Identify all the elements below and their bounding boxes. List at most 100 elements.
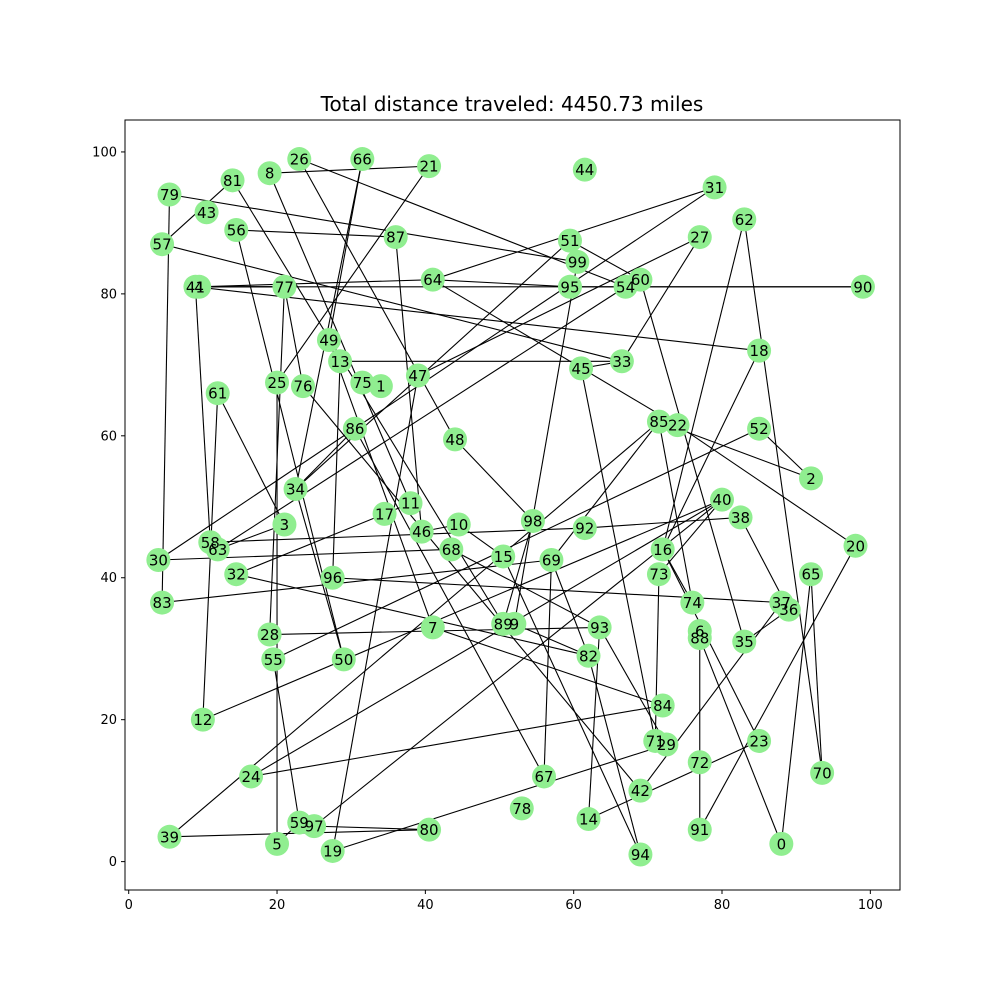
- city-node: [439, 537, 464, 562]
- route-edge: [543, 559, 552, 777]
- city-label: 95: [560, 278, 579, 296]
- city-label: 20: [846, 537, 865, 555]
- city-node: [328, 349, 353, 374]
- city-node: [150, 590, 175, 615]
- city-node: [409, 519, 434, 544]
- y-tick-label: 40: [100, 571, 117, 586]
- route-edge: [295, 240, 571, 490]
- y-tick-label: 20: [100, 713, 117, 728]
- city-node: [572, 516, 597, 541]
- city-label: 4: [194, 278, 204, 296]
- city-node: [687, 817, 712, 842]
- city-node: [539, 548, 564, 572]
- route-edge: [580, 368, 656, 742]
- city-label: 57: [153, 236, 172, 254]
- city-node: [769, 590, 794, 615]
- city-node: [350, 370, 375, 395]
- route-edge: [677, 424, 856, 547]
- city-node: [650, 693, 675, 718]
- route-edge: [202, 499, 723, 721]
- city-node: [747, 728, 772, 753]
- city-label: 51: [560, 232, 579, 250]
- city-label: 48: [445, 431, 464, 449]
- city-label: 37: [772, 594, 791, 612]
- city-label: 68: [442, 541, 461, 559]
- city-node: [350, 147, 375, 172]
- route-edge: [502, 520, 534, 625]
- city-node: [383, 225, 408, 250]
- city-label: 43: [197, 204, 216, 222]
- city-node: [680, 590, 705, 615]
- city-node: [372, 501, 397, 526]
- route-edge: [587, 655, 641, 855]
- city-label: 1: [376, 378, 386, 396]
- city-label: 35: [735, 633, 754, 651]
- x-axis: 0 20 40 60 80 100: [125, 890, 883, 913]
- city-label: 70: [813, 764, 832, 782]
- city-node: [569, 356, 594, 381]
- city-node: [302, 814, 327, 839]
- route-edge: [699, 545, 856, 830]
- city-label: 97: [305, 818, 324, 836]
- route-edge: [162, 559, 552, 604]
- route-edge: [514, 623, 589, 657]
- x-tick-label: 80: [714, 898, 731, 913]
- city-node: [572, 157, 597, 182]
- city-label: 18: [750, 342, 769, 360]
- city-node: [628, 778, 653, 803]
- city-node: [509, 796, 534, 821]
- city-node: [643, 728, 668, 753]
- route-edge: [332, 361, 341, 578]
- route-edge: [502, 556, 641, 855]
- route-edge: [354, 428, 545, 777]
- y-tick-label: 60: [100, 429, 117, 444]
- city-node: [650, 537, 675, 562]
- city-label: 39: [160, 828, 179, 846]
- city-label: 96: [323, 569, 342, 587]
- x-tick-label: 40: [417, 898, 434, 913]
- city-node: [747, 416, 772, 441]
- city-node: [843, 533, 868, 558]
- route-edge: [662, 350, 760, 550]
- city-node: [628, 842, 653, 867]
- city-label: 21: [420, 158, 439, 176]
- city-node: [257, 622, 282, 647]
- x-tick-label: 100: [858, 898, 883, 913]
- route-edge: [658, 421, 693, 603]
- city-node: [405, 363, 430, 388]
- city-node: [665, 413, 690, 438]
- city-node: [710, 487, 735, 512]
- route-edge: [662, 549, 760, 742]
- city-node: [342, 416, 367, 441]
- city-node: [398, 491, 423, 516]
- city-node: [799, 466, 824, 491]
- route-edge: [276, 165, 430, 383]
- city-label: 63: [208, 541, 227, 559]
- city-label: 3: [280, 516, 290, 534]
- city-label: 26: [290, 151, 309, 169]
- city-node: [183, 274, 208, 299]
- city-label: 85: [649, 413, 668, 431]
- city-label: 17: [375, 505, 394, 523]
- city-label: 88: [690, 630, 709, 648]
- city-node: [557, 228, 582, 253]
- city-label: 69: [542, 552, 561, 570]
- city-label: 90: [853, 278, 872, 296]
- city-label: 98: [523, 512, 542, 530]
- city-label: 14: [579, 811, 598, 829]
- city-node: [220, 168, 245, 193]
- route-edge: [588, 740, 760, 820]
- x-tick-label: 60: [565, 898, 582, 913]
- city-node: [287, 147, 312, 172]
- route-edge: [250, 499, 723, 777]
- chart-title: Total distance traveled: 4450.73 miles: [320, 92, 704, 116]
- route-edge: [295, 428, 356, 490]
- route-edges: [158, 158, 863, 855]
- city-node: [157, 182, 182, 207]
- city-node: [331, 647, 356, 672]
- route-edge: [158, 186, 715, 561]
- route-edge: [513, 261, 578, 624]
- city-label: 52: [750, 420, 769, 438]
- route-edge: [432, 279, 571, 288]
